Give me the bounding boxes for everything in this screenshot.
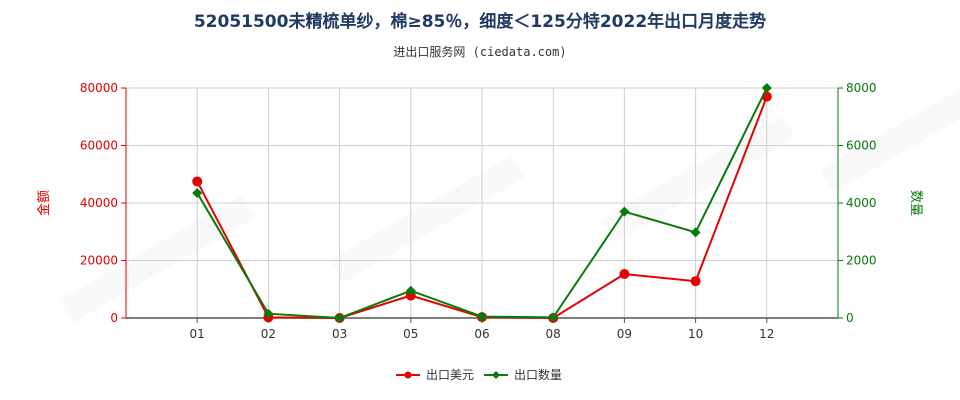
y-left-tick-label: 0 (110, 311, 118, 325)
chart-title: 52051500未精梳单纱，棉≥85％，细度＜125分特2022年出口月度走势 (194, 11, 766, 32)
series-point-1 (405, 285, 416, 296)
y-right-tick-label: 2000 (846, 254, 877, 268)
y-left-tick-label: 80000 (80, 81, 118, 95)
series-point-1 (761, 83, 772, 93)
x-tick-label: 02 (261, 327, 276, 341)
y-left-tick-label: 40000 (80, 196, 118, 210)
legend-marker-1 (492, 371, 500, 379)
legend[interactable]: 出口美元 出口数量 (396, 367, 562, 382)
x-tick-label: 03 (332, 327, 347, 341)
series-point-1 (477, 311, 487, 322)
chart-subtitle: 进出口服务网 (ciedata.com) (393, 44, 566, 59)
x-tick-label: 12 (759, 327, 774, 341)
y-right-tick-label: 6000 (846, 139, 877, 153)
y-left-tick-label: 20000 (80, 254, 118, 268)
y-left-axis-label: 金额 (36, 190, 52, 216)
y-right-axis-label: 数量 (908, 190, 923, 216)
x-tick-label: 05 (403, 327, 418, 341)
watermark-mark (329, 155, 525, 283)
x-tick-label: 08 (546, 327, 561, 341)
series-point-1 (192, 187, 203, 198)
series-point-1 (619, 206, 630, 217)
watermark-mark (600, 115, 795, 243)
watermark-layer (59, 64, 960, 323)
y-right-tick-label: 8000 (846, 81, 877, 95)
series-point-0 (690, 276, 701, 287)
x-tick-label: 06 (474, 327, 489, 341)
legend-label-0[interactable]: 出口美元 (426, 368, 474, 382)
watermark-mark (820, 64, 960, 193)
series-point-1 (548, 312, 559, 323)
y-right-tick-label: 4000 (846, 196, 877, 210)
grid (126, 87, 838, 319)
series-point-1 (263, 308, 274, 319)
x-tick-label: 10 (688, 327, 703, 341)
series-point-0 (192, 176, 203, 187)
series-point-0 (619, 269, 630, 280)
watermark-mark (59, 195, 255, 323)
x-tick-label: 01 (190, 327, 205, 341)
series-point-1 (334, 313, 345, 323)
series-layer (192, 83, 772, 323)
legend-marker-0 (404, 371, 412, 379)
legend-label-1[interactable]: 出口数量 (514, 367, 562, 382)
series-point-1 (690, 227, 701, 238)
y-left-tick-label: 60000 (80, 139, 118, 153)
y-right-tick-label: 0 (846, 311, 854, 325)
x-tick-label: 09 (617, 327, 632, 341)
